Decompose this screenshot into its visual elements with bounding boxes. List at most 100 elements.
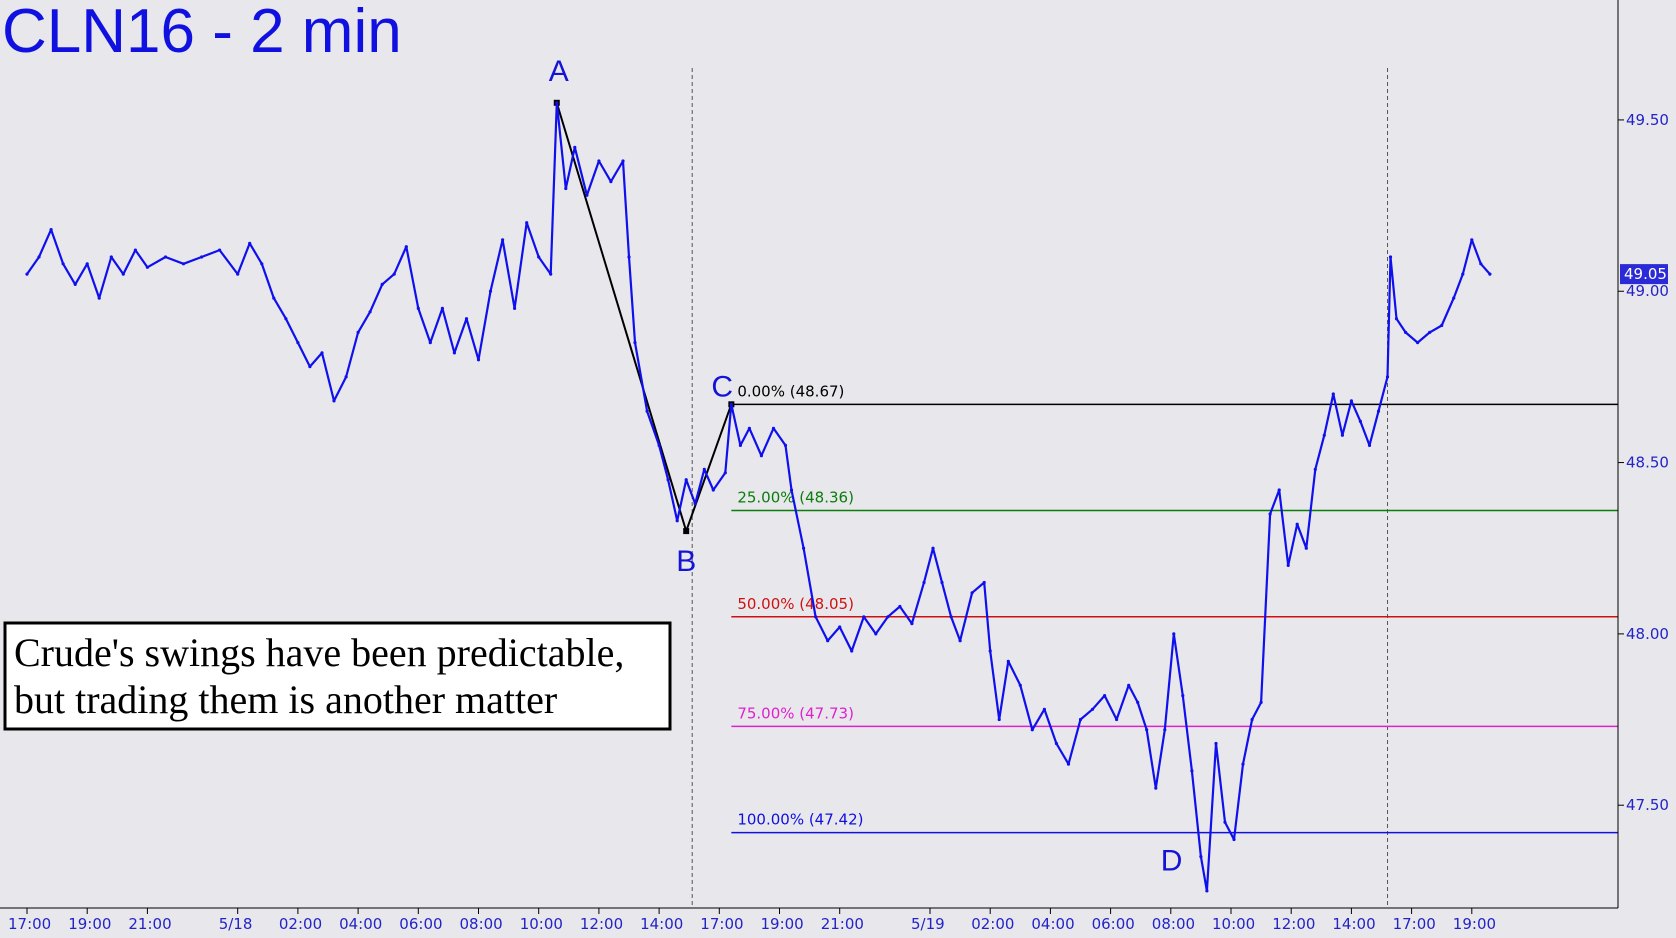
price-point xyxy=(970,591,974,595)
price-point xyxy=(260,262,264,266)
x-axis-tick-label: 02:00 xyxy=(971,915,1014,933)
price-point xyxy=(1358,419,1362,423)
price-point xyxy=(729,402,733,406)
x-axis-tick-label: 19:00 xyxy=(1453,915,1496,933)
price-point xyxy=(759,454,764,458)
swing-label-layer: A B C D xyxy=(549,55,1183,878)
price-point xyxy=(597,159,601,163)
x-axis-tick-label: 10:00 xyxy=(1212,915,1255,933)
price-point xyxy=(564,186,568,191)
price-point xyxy=(609,180,613,184)
annotation-line-2: but trading them is another matter xyxy=(14,677,557,722)
price-point xyxy=(464,317,469,321)
price-point xyxy=(440,306,444,310)
price-point xyxy=(1042,707,1046,711)
price-point xyxy=(555,101,559,105)
swing-point-marker xyxy=(683,528,690,535)
price-point xyxy=(73,282,77,286)
price-point xyxy=(874,632,878,636)
swing-label-c: C xyxy=(711,370,733,403)
price-point xyxy=(1394,317,1399,321)
price-point xyxy=(1295,522,1299,526)
price-point xyxy=(789,488,794,492)
y-axis-tick-label: 49.50 xyxy=(1626,111,1669,129)
price-point xyxy=(1268,512,1272,516)
price-point xyxy=(693,502,697,506)
last-price-tag xyxy=(1620,264,1668,285)
fibonacci-layer: 0.00% (48.67) 25.00% (48.36) 50.00% (48.05… xyxy=(731,382,1618,834)
x-axis-tick-label: 21:00 xyxy=(821,915,864,933)
price-point xyxy=(988,649,992,653)
x-axis-tick-label: 10:00 xyxy=(520,915,563,933)
price-point xyxy=(452,351,456,355)
y-axis-tick-label: 48.00 xyxy=(1626,625,1669,643)
x-axis-tick-label: 14:00 xyxy=(1332,915,1375,933)
x-axis-tick-label: 04:00 xyxy=(1031,915,1074,933)
fib-level-label: 50.00% (48.05) xyxy=(737,595,854,613)
price-point xyxy=(320,351,324,355)
price-point xyxy=(814,615,818,619)
price-point xyxy=(1241,762,1245,766)
price-point xyxy=(1488,272,1492,276)
price-point xyxy=(272,296,276,300)
price-point xyxy=(1145,728,1149,732)
price-point xyxy=(1286,563,1290,568)
price-point xyxy=(1277,488,1281,492)
price-point xyxy=(85,262,89,266)
price-point xyxy=(1340,433,1344,437)
price-point xyxy=(666,478,670,482)
y-axis-tick-label: 48.50 xyxy=(1626,454,1669,472)
price-point xyxy=(886,615,890,619)
annotation-box: Crude's swings have been predictable, bu… xyxy=(3,621,672,731)
price-point xyxy=(1416,341,1420,345)
price-point xyxy=(826,639,830,643)
x-axis-tick-label: 14:00 xyxy=(640,915,683,933)
x-axis-tick-label: 17:00 xyxy=(8,915,51,933)
x-axis-tick-label: 19:00 xyxy=(761,915,804,933)
price-point xyxy=(802,546,806,550)
price-point xyxy=(308,365,312,369)
chart-grid-layer xyxy=(691,68,1389,908)
price-point xyxy=(702,467,706,471)
price-point xyxy=(1461,272,1465,276)
price-point xyxy=(645,409,649,413)
x-axis-tick-label: 04:00 xyxy=(339,915,382,933)
price-point xyxy=(61,262,65,266)
abc-swing-line xyxy=(555,102,733,535)
price-point xyxy=(585,193,589,197)
x-axis-tick-label: 06:00 xyxy=(1092,915,1135,933)
price-point xyxy=(549,272,553,276)
y-axis-tick-label: 47.50 xyxy=(1626,796,1669,814)
price-point xyxy=(862,615,866,619)
price-point xyxy=(1428,330,1432,334)
price-point xyxy=(1078,717,1083,722)
price-point xyxy=(771,426,776,430)
price-point xyxy=(958,639,962,643)
price-point xyxy=(513,306,517,310)
price-point xyxy=(898,604,902,609)
price-point xyxy=(1223,820,1227,824)
price-point xyxy=(621,159,625,163)
fib-level-label: 75.00% (47.73) xyxy=(737,704,854,722)
x-axis-tick-label: 17:00 xyxy=(700,915,743,933)
annotation-frame xyxy=(3,621,672,731)
price-point xyxy=(236,272,240,276)
x-axis-tick-label: 08:00 xyxy=(1152,915,1195,933)
price-point xyxy=(738,443,743,447)
price-point xyxy=(783,443,788,447)
x-axis-tick-label: 12:00 xyxy=(580,915,623,933)
price-point xyxy=(109,255,113,259)
price-point xyxy=(573,145,577,149)
price-point xyxy=(1214,741,1218,746)
fib-level-label: 0.00% (48.67) xyxy=(737,382,844,400)
price-point xyxy=(416,306,420,310)
price-point xyxy=(1232,837,1236,842)
x-axis-tick-label: 5/18 xyxy=(219,915,253,933)
price-point xyxy=(1199,855,1203,859)
fib-level-label: 100.00% (47.42) xyxy=(737,811,863,829)
price-point xyxy=(25,272,29,276)
price-point xyxy=(356,330,360,334)
price-point xyxy=(133,248,137,252)
price-point xyxy=(501,238,505,242)
